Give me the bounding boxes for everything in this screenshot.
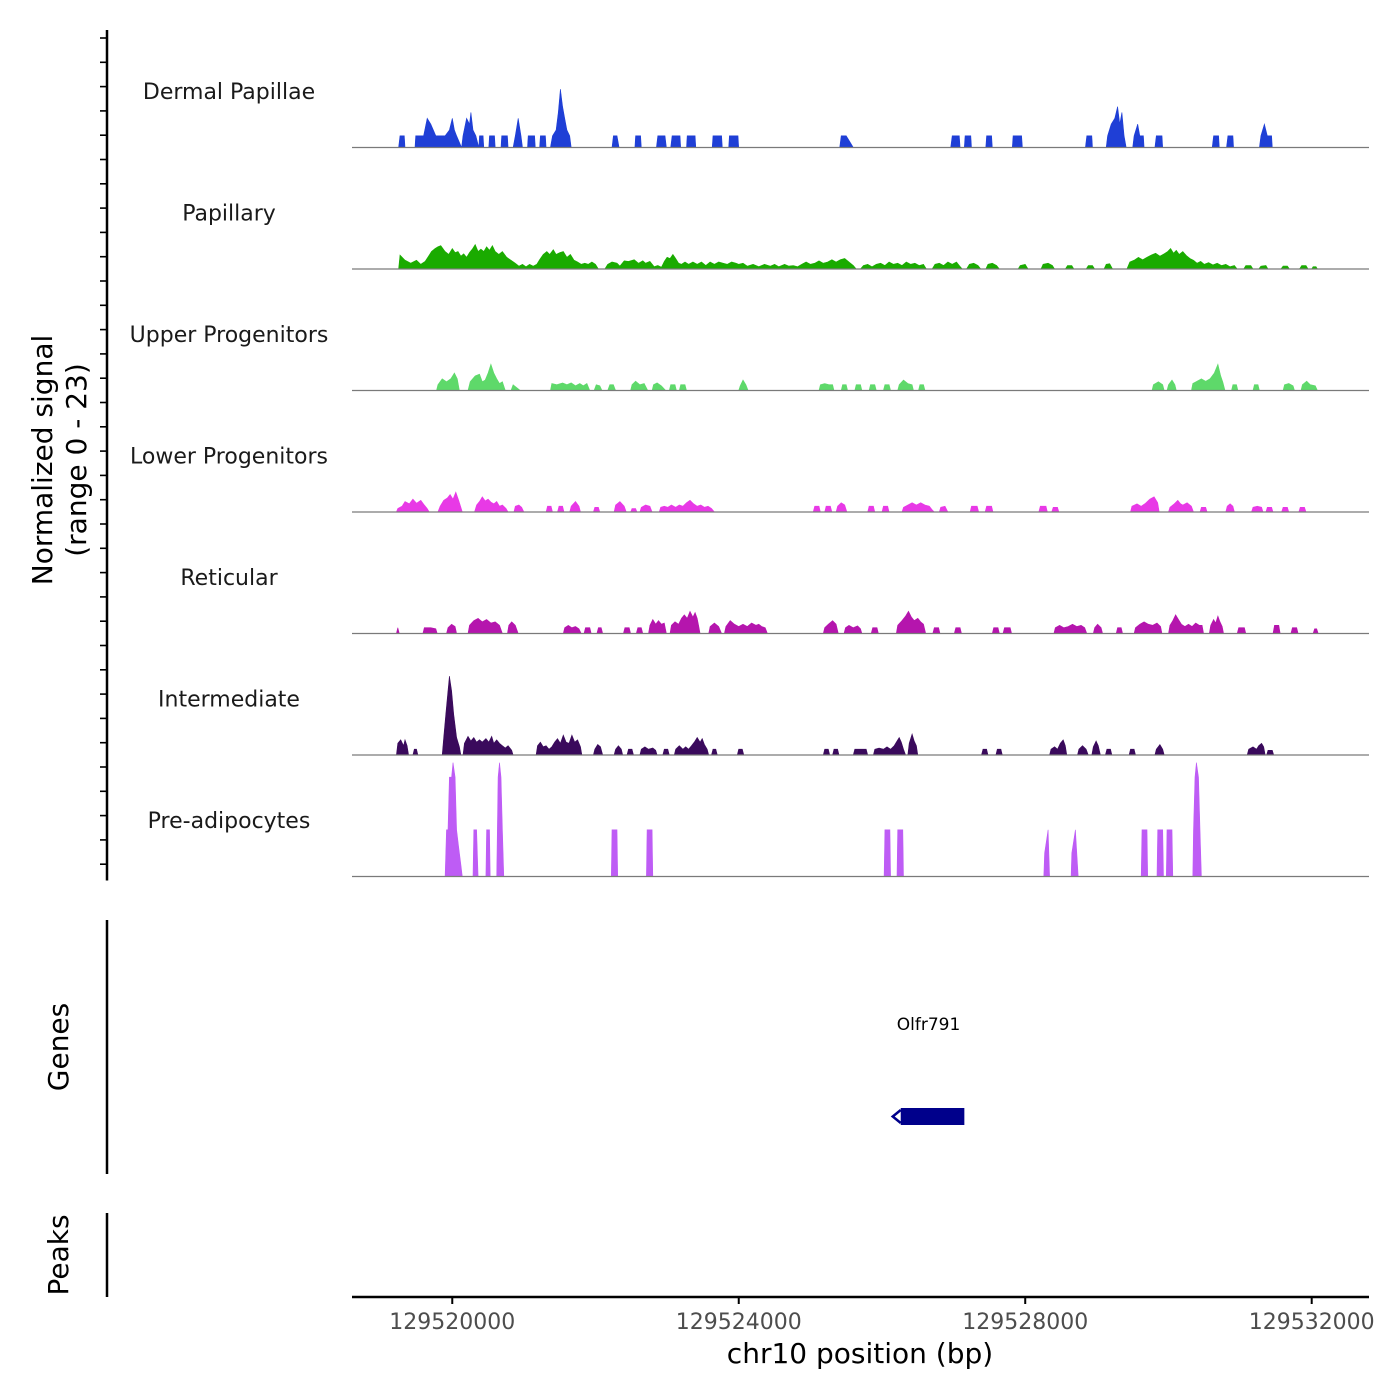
- track-label-upper-progenitors: Upper Progenitors: [130, 323, 329, 348]
- signal-area-papillary: [398, 243, 1318, 270]
- x-tick-label: 129524000: [676, 1310, 802, 1335]
- x-axis-title: chr10 position (bp): [727, 1337, 993, 1370]
- track-label-pre-adipocytes: Pre-adipocytes: [148, 809, 311, 834]
- gene-track: Olfr791: [890, 1015, 965, 1125]
- signal-tracks: Dermal Papillae Papillary Upper Progenitor…: [130, 80, 1369, 878]
- x-tick-label: 129528000: [962, 1310, 1088, 1335]
- track-lower-progenitors: Lower Progenitors: [130, 445, 1369, 513]
- y-axis-title-line2: (range 0 - 23): [60, 363, 93, 557]
- signal-y-axis: [100, 30, 109, 881]
- signal-area-reticular: [396, 610, 1319, 634]
- y-axis-title-line1: Normalized signal: [26, 335, 59, 586]
- gene-body: [900, 1108, 965, 1125]
- track-pre-adipocytes: Pre-adipocytes: [148, 762, 1369, 878]
- x-tick-label: 129532000: [1249, 1310, 1375, 1335]
- signal-area-pre-adipocytes: [444, 762, 1202, 877]
- gene-label: Olfr791: [897, 1015, 961, 1035]
- track-papillary: Papillary: [182, 202, 1369, 270]
- track-label-dermal-papillae: Dermal Papillae: [143, 80, 315, 105]
- track-dermal-papillae: Dermal Papillae: [143, 80, 1369, 149]
- signal-area-upper-progenitors: [436, 363, 1318, 391]
- x-axis-ticks: 129520000 129524000 129528000 129532000: [389, 1297, 1375, 1335]
- track-label-reticular: Reticular: [180, 566, 278, 591]
- track-label-lower-progenitors: Lower Progenitors: [130, 445, 328, 470]
- track-reticular: Reticular: [180, 566, 1369, 635]
- signal-area-dermal-papillae: [398, 89, 1273, 149]
- strand-arrow-icon: [890, 1109, 902, 1124]
- x-tick-label: 129520000: [389, 1310, 515, 1335]
- track-upper-progenitors: Upper Progenitors: [130, 323, 1369, 392]
- gene-olfr791: Olfr791: [890, 1015, 965, 1125]
- signal-area-lower-progenitors: [395, 491, 1307, 513]
- peaks-panel-label: Peaks: [42, 1214, 75, 1295]
- signal-area-intermediate: [396, 676, 1275, 756]
- track-label-intermediate: Intermediate: [158, 688, 300, 713]
- track-intermediate: Intermediate: [158, 676, 1369, 756]
- genes-panel-label: Genes: [42, 1003, 75, 1091]
- track-label-papillary: Papillary: [182, 202, 276, 227]
